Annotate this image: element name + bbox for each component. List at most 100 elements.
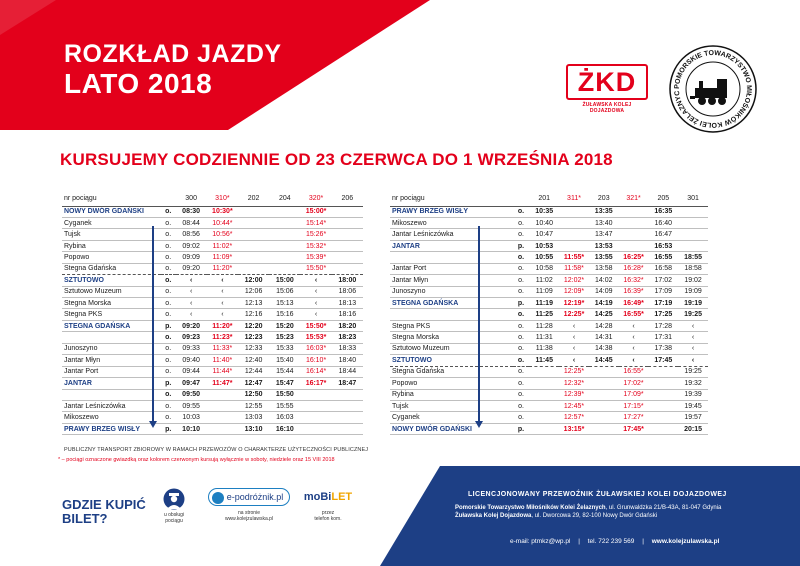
departure-time [331,251,363,264]
station-name: JANTAR [62,377,161,390]
departure-time: 14:19 [588,297,619,310]
departure-time: 14:25 [588,308,619,321]
departure-time: ‹ [678,331,708,344]
departure-time: 13:15* [559,423,589,436]
station-name: Tujsk [62,228,161,241]
timetable-row: Cyganek o. 12:57* 17:27* 19:57 [390,411,708,424]
operator-street-2: , ul. Dworcowa 29, 82-100 Nowy Dwór Gdań… [531,513,658,519]
departure-time [269,240,301,253]
arrival-departure-marker: o. [512,411,530,424]
departure-time: 18:44 [331,366,363,379]
departure-time [648,400,679,413]
departure-time: 11:09 [529,286,560,299]
phone-number[interactable]: tel. 722 239 569 [587,538,635,545]
departure-time: 18:40 [331,354,363,367]
arrival-departure-marker: o. [512,206,530,218]
departure-time: 09:55 [175,400,207,413]
departure-time: 13:47 [588,228,619,241]
departure-time [331,423,363,436]
departure-time: 19:09 [678,286,708,299]
departure-time: ‹ [206,274,238,287]
arrival-departure-marker: o. [512,389,530,401]
e-podroznik-logo[interactable]: e-podróżnik.pl [207,488,291,506]
departure-time: 16:58 [648,263,679,276]
train-number: 301 [678,192,708,207]
departure-time [300,411,332,424]
train-number: 206 [331,192,363,207]
departure-time: 15:00 [269,274,301,287]
departure-time: 15:14* [300,217,332,230]
website-link[interactable]: www.kolejzulawska.pl [651,538,720,545]
timetable-row: SZTUTOWO o. 11:45 ‹ 14:45 ‹ 17:45 ‹ [390,354,708,367]
departure-time: ‹ [300,308,332,321]
timetable-row: Junoszyno o. 09:33 11:33* 12:33 15:33 16:03* 18… [62,343,363,356]
departure-time: 15:16 [269,308,301,321]
departure-time: 12:20 [237,320,270,333]
email-link[interactable]: e-mail: ptmkz@wp.pl [510,538,571,545]
departure-time [269,228,301,241]
departure-time [331,240,363,253]
timetable-row: STEGNA GDAŃSKA p. 09:20 11:20* 12:20 15:20 15:… [62,320,363,333]
mobilet-logo[interactable]: moBiLET [304,488,352,506]
train-number-label: nr pociągu [62,192,161,207]
departure-time: 17:25 [648,308,679,321]
departure-time [648,389,679,401]
red-banner-shape [0,0,430,130]
timetable-row: o. 09:50 12:50 15:50 [62,389,363,401]
station-name: SZTUTOWO [62,274,161,287]
departure-time: 16:25* [618,251,649,264]
station-name: Stegna Morska [390,331,513,344]
departure-time [331,206,363,218]
departure-time: 15:20 [269,320,301,333]
departure-time: 10:55 [529,251,560,264]
station-name: Sztutowo Muzeum [390,343,513,356]
departure-time [269,251,301,264]
departure-time: 09:47 [175,377,207,390]
station-name: Mikoszewo [390,217,513,230]
operator-name-2: Żuławska Kolej Dojazdowa [455,513,532,519]
mobilet-brand-a: moBi [303,491,332,503]
departure-time [237,217,270,230]
banner-highlight [0,0,56,35]
departure-time: 19:19 [678,297,708,310]
departure-time: ‹ [618,343,649,356]
departure-time: 14:45 [588,354,619,367]
departure-time [678,206,708,218]
departure-time: 18:16 [331,308,363,321]
departure-time [588,366,619,379]
departure-time: 12:06 [237,286,270,299]
arrival-departure-marker: o. [512,217,530,230]
operator-address-1: Pomorskie Towarzystwo Miłośników Kolei Ż… [455,505,721,511]
departure-time [331,217,363,230]
departure-time: 12:39* [559,389,589,401]
departure-time [588,400,619,413]
arrow-down-icon [149,421,157,428]
arrival-departure-marker: p. [512,297,530,310]
departure-time [529,400,560,413]
mobilet-option[interactable]: moBiLET przez telefon kom. [300,488,356,522]
arrival-departure-marker: o. [512,228,530,241]
departure-time: 16:40 [648,217,679,230]
arrival-departure-marker: o. [160,240,176,253]
timetable-row: Junoszyno o. 11:09 12:09* 14:09 16:39* 17:09 19… [390,286,708,299]
station-name: PRAWY BRZEG WISŁY [390,206,513,218]
e-podroznik-caption-2[interactable]: www.kolejzulawska.pl [224,516,274,522]
departure-time: 12:55 [237,400,270,413]
departure-time [331,411,363,424]
arrival-departure-marker: o. [160,297,176,310]
departure-time: 13:35 [588,206,619,218]
arrival-departure-marker: p. [160,320,176,333]
departure-time: 19:45 [678,400,708,413]
departure-time: 17:45 [648,354,679,367]
departure-time: 15:44 [269,366,301,379]
e-podroznik-option[interactable]: e-podróżnik.pl na stronie www.kolejzulaw… [202,488,296,522]
timetable-row: SZTUTOWO o. ‹ ‹ 12:00 15:00 ‹ 18:00 [62,274,363,287]
departure-time: 11:20* [206,263,238,276]
e-podroznik-caption-1: na stronie [238,510,260,516]
departure-time [206,400,238,413]
departure-time: 20:15 [678,423,708,436]
train-number: 300 [175,192,207,207]
timetable-pbw-to-ndg: nr pociągu 201 311* 203 321* 205 301 PRAWY BRZE… [390,192,708,436]
arrival-departure-marker: o. [512,308,530,321]
departure-time: 10:03 [175,411,207,424]
